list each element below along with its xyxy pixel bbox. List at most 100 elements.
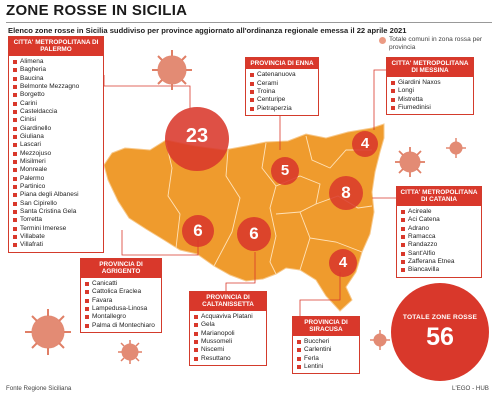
- town-item: Centuripe: [250, 96, 314, 104]
- town-item: Partinico: [13, 183, 99, 191]
- virus-icon: [118, 340, 142, 364]
- town-item: Monreale: [13, 166, 99, 174]
- town-item: Longi: [391, 87, 469, 95]
- siracusa-header: PROVINCIA DI SIRACUSA: [293, 317, 359, 336]
- town-item: Carini: [13, 100, 99, 108]
- virus-icon: [152, 50, 192, 90]
- messina-count: 4: [360, 135, 370, 152]
- credit: L'EGO - HUB: [452, 385, 489, 392]
- subtitle: Elenco zone rosse in Sicilia suddiviso p…: [8, 26, 407, 35]
- town-item: Randazzo: [401, 241, 477, 249]
- messina-list: Giardini Naxos Longi Mistretta Fiumedinisi: [387, 77, 473, 114]
- siracusa-count: 4: [338, 254, 348, 271]
- town-item: Cerami: [250, 80, 314, 88]
- messina-box: CITTA' METROPOLITANA DI MESSINA Giardini…: [386, 57, 474, 116]
- total-value: 56: [426, 323, 454, 351]
- town-item: Alimena: [13, 58, 99, 66]
- siracusa-bubble: [329, 249, 357, 277]
- town-item: Misilmeri: [13, 158, 99, 166]
- town-item: Pietraperzia: [250, 105, 314, 113]
- caltanissetta-count: 6: [249, 224, 259, 243]
- palermo-header: CITTA' METROPOLITANA DI PALERMO: [9, 37, 103, 56]
- catania-header: CITTA' METROPOLITANA DI CATANIA: [397, 187, 481, 206]
- palermo-box: CITTA' METROPOLITANA DI PALERMO Alimena B…: [8, 36, 104, 253]
- legend-label: Totale comuni in zona rossa per provinci…: [389, 36, 483, 51]
- palermo-list: Alimena Bagheria Baucina Belmonte Mezzagno B…: [9, 56, 103, 252]
- town-item: Gela: [194, 321, 262, 329]
- town-item: Lampedusa-Linosa: [85, 305, 157, 313]
- town-item: Palermo: [13, 175, 99, 183]
- town-item: Villafrati: [13, 241, 99, 249]
- enna-header: PROVINCIA DI ENNA: [246, 58, 318, 70]
- messina-bubble: [352, 131, 378, 157]
- town-item: Torretta: [13, 216, 99, 224]
- town-item: Ramacca: [401, 233, 477, 241]
- town-item: Mezzojuso: [13, 150, 99, 158]
- palermo-bubble: [165, 107, 229, 171]
- town-item: Baucina: [13, 75, 99, 83]
- sicily-island: [103, 123, 385, 312]
- enna-list: Catenanuova Cerami Troina Centuripe Pietrape…: [246, 69, 318, 115]
- legend-bubble-icon: [379, 37, 386, 44]
- siracusa-list: Buccheri Carlentini Ferla Lentini: [293, 336, 359, 373]
- town-item: Palma di Montechiaro: [85, 322, 157, 330]
- caltanissetta-list: Acquaviva Platani Gela Marianopoli Mussomel…: [190, 311, 266, 365]
- town-item: Belmonte Mezzagno: [13, 83, 99, 91]
- town-item: Biancavilla: [401, 266, 477, 274]
- town-item: Bagheria: [13, 66, 99, 74]
- town-item: Santa Cristina Gela: [13, 208, 99, 216]
- messina-header: CITTA' METROPOLITANA DI MESSINA: [387, 58, 473, 77]
- town-item: Cinisi: [13, 116, 99, 124]
- town-item: Marianopoli: [194, 330, 262, 338]
- source-note: Fonte Regione Siciliana: [6, 385, 72, 392]
- catania-box: CITTA' METROPOLITANA DI CATANIA Acireale…: [396, 186, 482, 278]
- town-item: Zafferana Etnea: [401, 258, 477, 266]
- catania-bubble: [329, 176, 363, 210]
- town-item: Buccheri: [297, 338, 355, 346]
- virus-icon: [395, 147, 425, 177]
- caltanissetta-box: PROVINCIA DI CALTANISSETTA Acquaviva Pla…: [189, 291, 267, 366]
- enna-count: 5: [280, 162, 290, 179]
- total-badge: TOTALE ZONE ROSSE 56: [391, 283, 489, 381]
- town-item: San Cipirello: [13, 200, 99, 208]
- siracusa-box: PROVINCIA DI SIRACUSA Buccheri Carlentini…: [292, 316, 360, 375]
- town-item: Casteldaccia: [13, 108, 99, 116]
- town-item: Canicatti: [85, 280, 157, 288]
- palermo-count: 23: [185, 125, 209, 147]
- town-item: Termini Imerese: [13, 225, 99, 233]
- title-divider: [6, 22, 492, 23]
- agrigento-box: PROVINCIA DI AGRIGENTO Canicatti Cattolic…: [80, 258, 162, 333]
- town-item: Giardinello: [13, 125, 99, 133]
- legend: Totale comuni in zona rossa per provinci…: [379, 36, 494, 52]
- town-item: Favara: [85, 297, 157, 305]
- total-label: TOTALE ZONE ROSSE: [402, 314, 478, 321]
- count-bubbles: [165, 107, 378, 277]
- catania-list: Acireale Aci Catena Adrano Ramacca Randazzo S…: [397, 206, 481, 277]
- caltanissetta-bubble: [237, 217, 271, 251]
- catania-count: 8: [341, 183, 351, 202]
- town-item: Villabate: [13, 233, 99, 241]
- virus-icon: [446, 138, 466, 158]
- virus-icon: [370, 330, 390, 350]
- town-item: Aci Catena: [401, 216, 477, 224]
- town-item: Giuliana: [13, 133, 99, 141]
- caltanissetta-header: PROVINCIA DI CALTANISSETTA: [190, 292, 266, 311]
- town-item: Borgetto: [13, 91, 99, 99]
- agrigento-list: Canicatti Cattolica Eraclea Favara Lampedus…: [81, 278, 161, 332]
- town-item: Mistretta: [391, 96, 469, 104]
- town-item: Giardini Naxos: [391, 79, 469, 87]
- town-item: Adrano: [401, 225, 477, 233]
- page-title: ZONE ROSSE IN SICILIA: [6, 2, 188, 19]
- town-item: Ferla: [297, 355, 355, 363]
- town-item: Fiumedinisi: [391, 104, 469, 112]
- town-item: Resuttano: [194, 355, 262, 363]
- town-item: Carlentini: [297, 346, 355, 354]
- town-item: Lentini: [297, 363, 355, 371]
- agrigento-header: PROVINCIA DI AGRIGENTO: [81, 259, 161, 278]
- virus-icon: [25, 309, 71, 355]
- enna-bubble: [271, 157, 299, 185]
- enna-box: PROVINCIA DI ENNA Catenanuova Cerami Troin…: [245, 57, 319, 117]
- town-item: Piana degli Albanesi: [13, 191, 99, 199]
- agrigento-bubble: [182, 215, 214, 247]
